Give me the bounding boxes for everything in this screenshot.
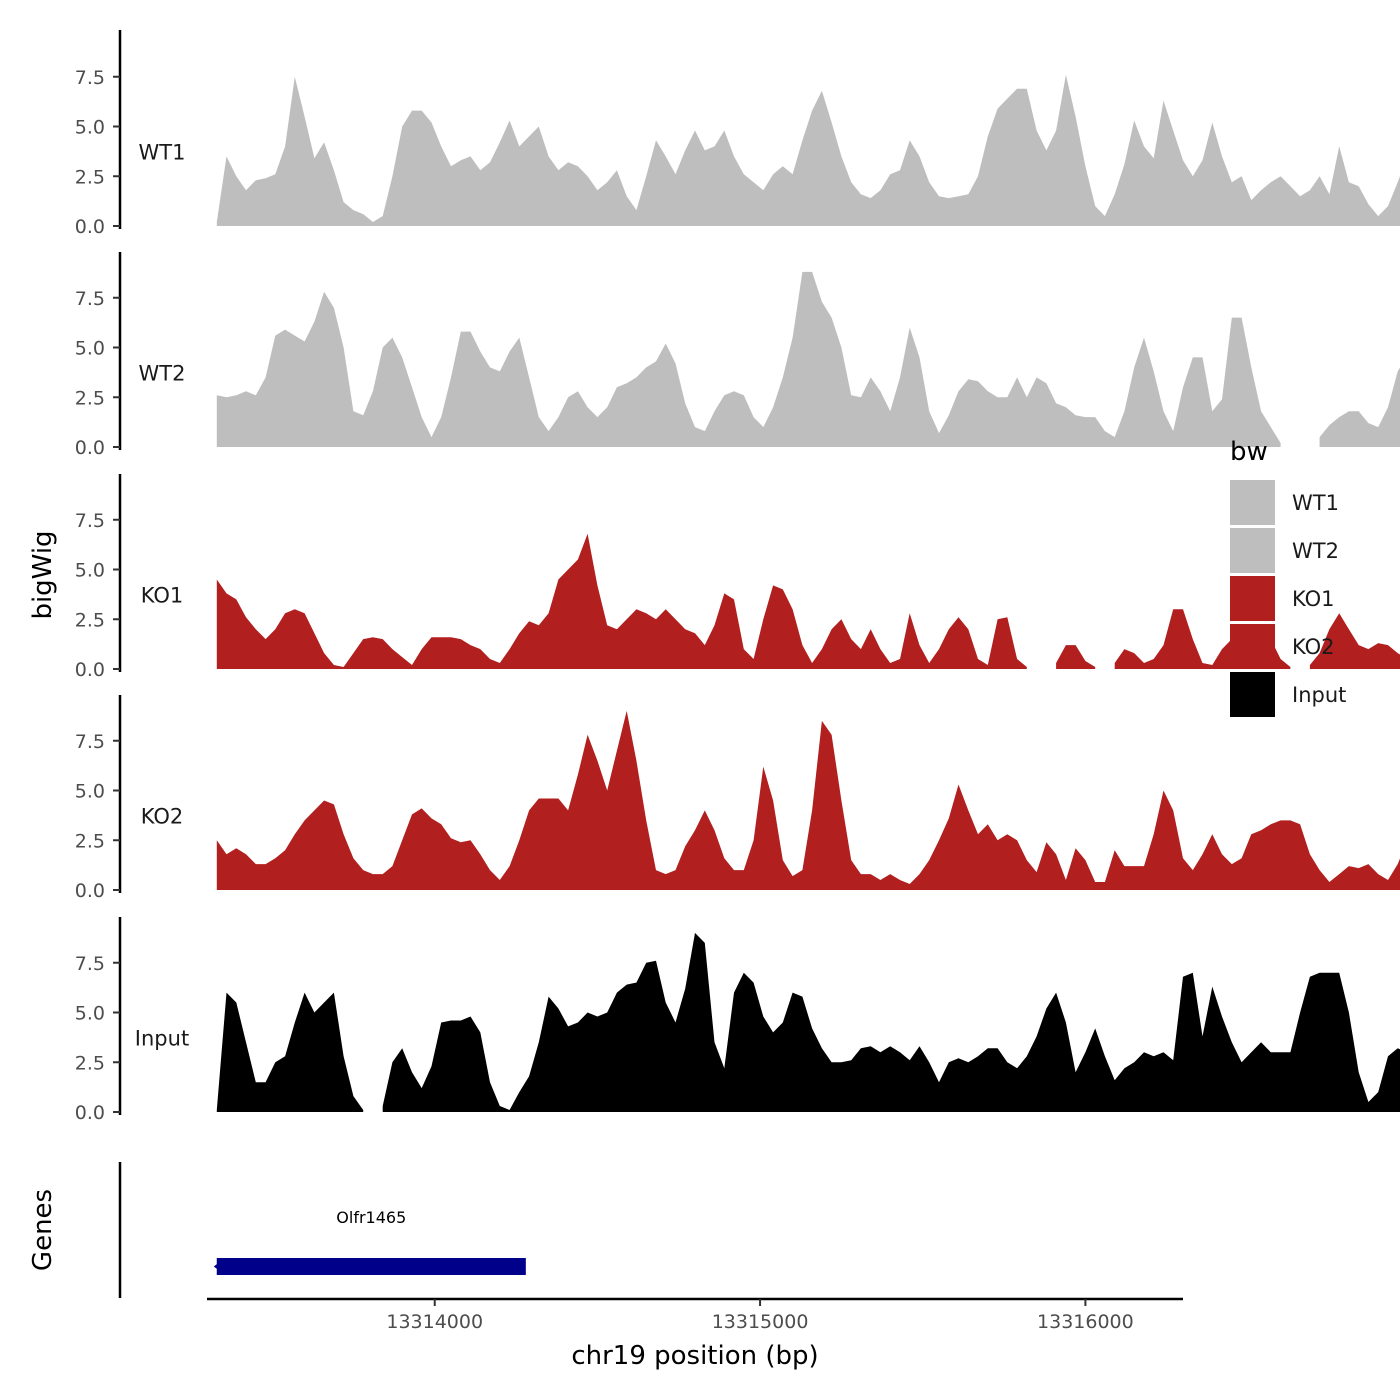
y-tick-label: 2.5 — [75, 166, 105, 188]
coverage-area-input-2 — [382, 932, 1400, 1112]
coverage-area-ko1-4 — [1309, 613, 1400, 669]
track-panel-input: 0.0 2.5 5.0 7.5 Input — [75, 917, 1400, 1124]
legend-label: WT1 — [1292, 491, 1339, 515]
coverage-area-ko2-1 — [216, 710, 1400, 890]
y-tick-label: 7.5 — [75, 510, 105, 532]
y-tick-label: 0.0 — [75, 216, 105, 238]
y-tick-label: 0.0 — [75, 437, 105, 459]
legend-item-wt2: WT2 — [1230, 528, 1339, 573]
y-tick-label: 0.0 — [75, 659, 105, 681]
track-panels: 0.0 2.5 5.0 7.5 WT1 0.0 2.5 5.0 7.5 WT2 0.0 2.5 5.0 7… — [75, 30, 1400, 1124]
gene-olfr1465: Olfr1465 — [213, 1208, 526, 1275]
x-ticks: 13314000 13315000 13316000 — [386, 1299, 1134, 1333]
legend-label: KO2 — [1292, 635, 1335, 659]
legend-label: KO1 — [1292, 587, 1335, 611]
legend-label: WT2 — [1292, 539, 1339, 563]
track-panel-ko1: 0.0 2.5 5.0 7.5 KO1 — [75, 474, 1400, 681]
legend-item-ko1: KO1 — [1230, 576, 1335, 621]
x-axis-title: chr19 position (bp) — [571, 1341, 818, 1371]
y-tick-label: 2.5 — [75, 609, 105, 631]
coverage-area-input-1 — [216, 992, 364, 1112]
gene-body — [216, 1258, 526, 1275]
x-axis: 13314000 13315000 13316000 chr19 position … — [207, 1297, 1183, 1371]
gene-label: Olfr1465 — [336, 1208, 406, 1227]
coverage-area-ko1-1 — [216, 533, 1027, 669]
legend-swatch — [1230, 480, 1275, 525]
track-label-ko2: KO2 — [141, 804, 184, 828]
y-tick-label: 7.5 — [75, 731, 105, 753]
legend-title: bw — [1230, 437, 1268, 467]
legend-swatch — [1230, 672, 1275, 717]
y-tick-label: 5.0 — [75, 117, 105, 139]
y-tick-label: 7.5 — [75, 288, 105, 310]
y-tick-label: 2.5 — [75, 830, 105, 852]
coverage-area-wt2-2 — [1319, 367, 1400, 447]
y-tick-label: 2.5 — [75, 387, 105, 409]
legend-item-input: Input — [1230, 672, 1346, 717]
track-panel-wt1: 0.0 2.5 5.0 7.5 WT1 — [75, 30, 1400, 238]
y-tick-label: 0.0 — [75, 880, 105, 902]
y-tick-label: 0.0 — [75, 1102, 105, 1124]
y-tick-label: 2.5 — [75, 1052, 105, 1074]
y-tick-label: 7.5 — [75, 953, 105, 975]
track-panel-ko2: 0.0 2.5 5.0 7.5 KO2 — [75, 695, 1400, 902]
legend-swatch — [1230, 576, 1275, 621]
y-tick-label: 7.5 — [75, 67, 105, 89]
track-label-wt1: WT1 — [139, 140, 186, 164]
legend-label: Input — [1292, 683, 1346, 707]
legend-swatch — [1230, 528, 1275, 573]
x-tick-label: 13314000 — [386, 1311, 483, 1333]
y-tick-label: 5.0 — [75, 781, 105, 803]
genes-panel: Genes Olfr1465 — [28, 1162, 526, 1298]
legend-entries: WT1 WT2 KO1 KO2 Input — [1230, 480, 1346, 717]
x-tick-label: 13315000 — [712, 1311, 809, 1333]
gene-models: Olfr1465 — [213, 1208, 526, 1275]
genes-axis-title: Genes — [28, 1189, 58, 1271]
y-tick-label: 5.0 — [75, 1003, 105, 1025]
y-tick-label: 5.0 — [75, 338, 105, 360]
gene-strand-arrow — [213, 1262, 220, 1271]
legend: bw WT1 WT2 KO1 KO2 Input — [1230, 437, 1346, 717]
legend-item-ko2: KO2 — [1230, 624, 1335, 669]
legend-swatch — [1230, 624, 1275, 669]
track-panel-wt2: 0.0 2.5 5.0 7.5 WT2 — [75, 252, 1400, 459]
track-label-wt2: WT2 — [139, 361, 186, 385]
coverage-area-ko1-2 — [1056, 645, 1096, 669]
track-label-input: Input — [135, 1026, 189, 1050]
coverage-area-wt2-1 — [216, 271, 1281, 447]
x-tick-label: 13316000 — [1037, 1311, 1134, 1333]
track-label-ko1: KO1 — [141, 583, 184, 607]
coverage-area-wt1-1 — [216, 74, 1400, 226]
legend-item-wt1: WT1 — [1230, 480, 1339, 525]
y-tick-label: 5.0 — [75, 560, 105, 582]
y-axis-title: bigWig — [28, 530, 58, 619]
